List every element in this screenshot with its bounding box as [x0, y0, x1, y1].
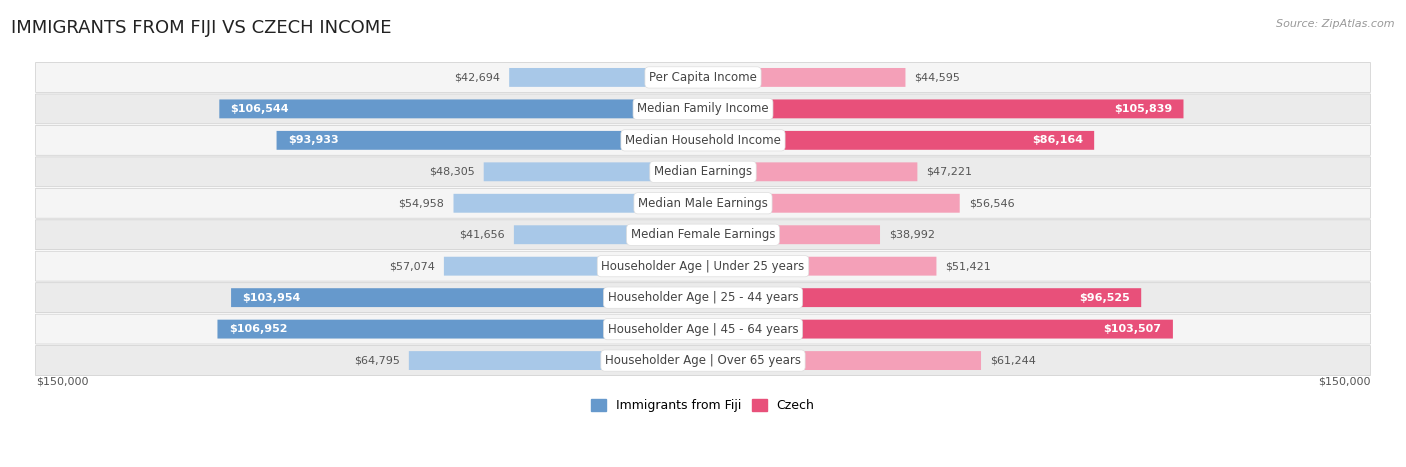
FancyBboxPatch shape	[35, 157, 1371, 187]
Text: $41,656: $41,656	[460, 230, 505, 240]
Text: $150,000: $150,000	[1317, 377, 1371, 387]
FancyBboxPatch shape	[703, 288, 1142, 307]
Text: $64,795: $64,795	[354, 355, 399, 366]
Text: $57,074: $57,074	[389, 261, 434, 271]
FancyBboxPatch shape	[703, 257, 936, 276]
FancyBboxPatch shape	[277, 131, 703, 150]
Text: $106,952: $106,952	[229, 324, 287, 334]
FancyBboxPatch shape	[231, 288, 703, 307]
Text: Median Earnings: Median Earnings	[654, 165, 752, 178]
FancyBboxPatch shape	[35, 346, 1371, 375]
FancyBboxPatch shape	[703, 163, 917, 181]
Text: $150,000: $150,000	[35, 377, 89, 387]
Text: Median Female Earnings: Median Female Earnings	[631, 228, 775, 241]
FancyBboxPatch shape	[409, 351, 703, 370]
Text: Median Male Earnings: Median Male Earnings	[638, 197, 768, 210]
Text: $56,546: $56,546	[969, 198, 1014, 208]
Text: $54,958: $54,958	[398, 198, 444, 208]
Text: Median Family Income: Median Family Income	[637, 102, 769, 115]
FancyBboxPatch shape	[703, 351, 981, 370]
FancyBboxPatch shape	[703, 99, 1184, 118]
FancyBboxPatch shape	[703, 225, 880, 244]
Text: $103,507: $103,507	[1104, 324, 1161, 334]
FancyBboxPatch shape	[35, 94, 1371, 124]
Text: $96,525: $96,525	[1078, 293, 1130, 303]
Text: $61,244: $61,244	[990, 355, 1036, 366]
FancyBboxPatch shape	[703, 194, 960, 212]
FancyBboxPatch shape	[35, 283, 1371, 312]
FancyBboxPatch shape	[513, 225, 703, 244]
Text: $103,954: $103,954	[242, 293, 301, 303]
FancyBboxPatch shape	[484, 163, 703, 181]
Legend: Immigrants from Fiji, Czech: Immigrants from Fiji, Czech	[586, 394, 820, 417]
Text: $42,694: $42,694	[454, 72, 501, 83]
Text: $93,933: $93,933	[288, 135, 339, 145]
Text: Householder Age | 45 - 64 years: Householder Age | 45 - 64 years	[607, 323, 799, 336]
Text: Householder Age | Over 65 years: Householder Age | Over 65 years	[605, 354, 801, 367]
Text: Per Capita Income: Per Capita Income	[650, 71, 756, 84]
Text: $86,164: $86,164	[1032, 135, 1083, 145]
Text: $51,421: $51,421	[945, 261, 991, 271]
FancyBboxPatch shape	[35, 314, 1371, 344]
FancyBboxPatch shape	[703, 131, 1094, 150]
Text: IMMIGRANTS FROM FIJI VS CZECH INCOME: IMMIGRANTS FROM FIJI VS CZECH INCOME	[11, 19, 392, 37]
FancyBboxPatch shape	[703, 68, 905, 87]
FancyBboxPatch shape	[35, 126, 1371, 156]
FancyBboxPatch shape	[35, 63, 1371, 92]
FancyBboxPatch shape	[509, 68, 703, 87]
Text: $106,544: $106,544	[231, 104, 290, 114]
Text: $47,221: $47,221	[927, 167, 973, 177]
Text: Householder Age | Under 25 years: Householder Age | Under 25 years	[602, 260, 804, 273]
FancyBboxPatch shape	[703, 320, 1173, 339]
Text: $38,992: $38,992	[889, 230, 935, 240]
Text: $105,839: $105,839	[1114, 104, 1173, 114]
FancyBboxPatch shape	[219, 99, 703, 118]
FancyBboxPatch shape	[35, 220, 1371, 250]
FancyBboxPatch shape	[454, 194, 703, 212]
FancyBboxPatch shape	[218, 320, 703, 339]
Text: $44,595: $44,595	[914, 72, 960, 83]
FancyBboxPatch shape	[35, 188, 1371, 218]
Text: Median Household Income: Median Household Income	[626, 134, 780, 147]
FancyBboxPatch shape	[35, 251, 1371, 281]
Text: Householder Age | 25 - 44 years: Householder Age | 25 - 44 years	[607, 291, 799, 304]
Text: Source: ZipAtlas.com: Source: ZipAtlas.com	[1277, 19, 1395, 28]
Text: $48,305: $48,305	[429, 167, 475, 177]
FancyBboxPatch shape	[444, 257, 703, 276]
